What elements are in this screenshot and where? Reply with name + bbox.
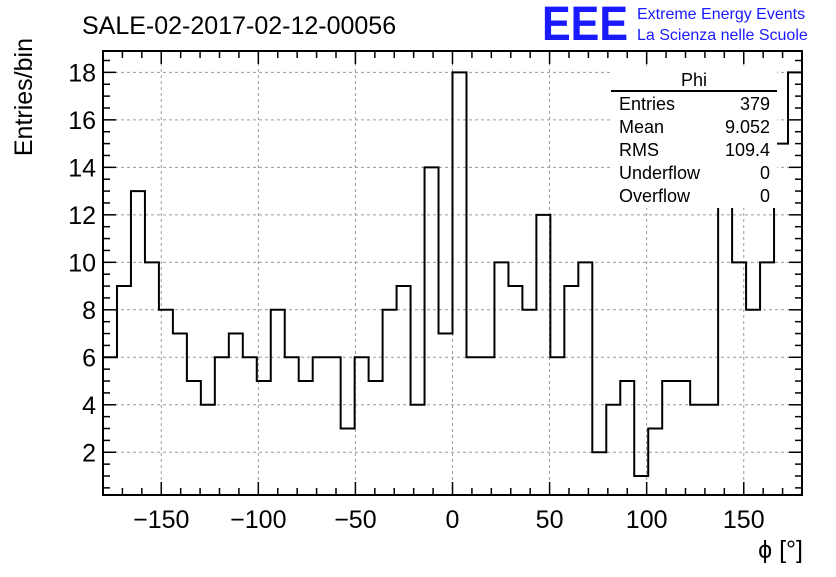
x-tick-label: −50: [334, 506, 376, 534]
histogram-bin: [103, 357, 117, 495]
histogram-bin: [355, 357, 369, 495]
histogram-bin: [145, 262, 159, 495]
histogram-bin: [578, 262, 592, 495]
histogram-bin: [313, 357, 327, 495]
y-tick-label: 18: [68, 59, 96, 87]
histogram-bin: [536, 215, 550, 495]
histogram-bin: [788, 72, 802, 495]
histogram-bin: [159, 310, 173, 495]
y-tick-label: 8: [82, 297, 96, 325]
histogram-bin: [327, 357, 341, 495]
histogram-bin: [508, 286, 522, 495]
histogram-bin: [257, 381, 271, 495]
histogram-bin: [131, 191, 145, 495]
y-tick-label: 4: [82, 392, 96, 420]
x-axis-ticks: −150 −100 −50 0 50 100 150: [121, 51, 784, 534]
histogram-bin: [522, 310, 536, 495]
histogram-bin: [453, 72, 467, 495]
stats-row-value: 0: [760, 186, 770, 206]
x-axis-label: ϕ [°]: [758, 536, 803, 564]
y-tick-label: 12: [68, 202, 96, 230]
histogram-bin: [117, 286, 131, 495]
x-tick-label: 100: [626, 506, 668, 534]
chart-title: SALE-02-2017-02-12-00056: [82, 12, 396, 40]
histogram-bin: [299, 381, 313, 495]
histogram-bin: [411, 405, 425, 495]
histogram-bin: [341, 429, 355, 495]
histogram-bin: [397, 286, 411, 495]
x-tick-label: 150: [723, 506, 765, 534]
histogram-bin: [494, 262, 508, 495]
histogram-bin: [690, 405, 704, 495]
y-tick-label: 10: [68, 249, 96, 277]
stats-row-value: 0: [760, 163, 770, 183]
histogram-bin: [704, 405, 718, 495]
histogram-bin: [466, 357, 480, 495]
histogram-bin: [676, 381, 690, 495]
histogram-bin: [285, 357, 299, 495]
histogram-bin: [550, 357, 564, 495]
stats-row-value: 9.052: [725, 117, 770, 137]
y-axis-ticks: 2 4 6 8 10 12 14 16 18: [68, 59, 802, 489]
histogram-bin: [592, 452, 606, 495]
histogram-bin: [620, 381, 634, 495]
eee-logo-mark: EEE: [542, 0, 628, 51]
x-tick-label: −150: [133, 506, 189, 534]
stats-row-label: Mean: [619, 117, 664, 137]
histogram-bin: [662, 381, 676, 495]
histogram-bin: [215, 357, 229, 495]
stats-row-label: Entries: [619, 94, 675, 114]
stats-row-label: Overflow: [619, 186, 691, 206]
histogram-bin: [564, 286, 578, 495]
x-tick-label: 50: [536, 506, 564, 534]
x-tick-label: −100: [230, 506, 286, 534]
histogram-bin: [383, 310, 397, 495]
histogram-bin: [480, 357, 494, 495]
y-tick-label: 6: [82, 344, 96, 372]
stats-rows: Entries 379 Mean 9.052 RMS 109.4 Underflow 0 Ove…: [619, 94, 770, 206]
histogram-bin: [439, 334, 453, 495]
histogram-outline: [103, 71, 802, 478]
histogram-bin: [760, 262, 774, 495]
histogram-bin: [229, 334, 243, 495]
stats-row-value: 109.4: [725, 140, 770, 160]
histogram-bin: [648, 429, 662, 495]
stats-row-value: 379: [740, 94, 770, 114]
histogram-bin: [243, 357, 257, 495]
histogram-bin: [746, 310, 760, 495]
stats-title: Phi: [681, 70, 707, 90]
histogram-bin: [369, 381, 383, 495]
y-tick-label: 14: [68, 154, 96, 182]
eee-logo-line2: La Scienza nelle Scuole: [637, 27, 808, 44]
y-tick-label: 2: [82, 439, 96, 467]
histogram-bin: [606, 405, 620, 495]
histogram-bin: [732, 262, 746, 495]
eee-logo-line1: Extreme Energy Events: [637, 6, 805, 23]
stats-box: Phi Entries 379 Mean 9.052 RMS 109.4 Underflow…: [611, 68, 777, 208]
histogram-bin: [173, 334, 187, 495]
y-tick-label: 16: [68, 107, 96, 135]
histogram-bin: [271, 310, 285, 495]
eee-logo: EEE Extreme Energy Events La Scienza nel…: [542, 0, 808, 51]
histogram-bin: [187, 381, 201, 495]
histogram-bin: [425, 167, 439, 495]
stats-row-label: RMS: [619, 140, 659, 160]
x-tick-label: 0: [446, 506, 460, 534]
stats-row-label: Underflow: [619, 163, 701, 183]
y-axis-label: Entries/bin: [10, 38, 38, 156]
histogram-bin: [201, 405, 215, 495]
